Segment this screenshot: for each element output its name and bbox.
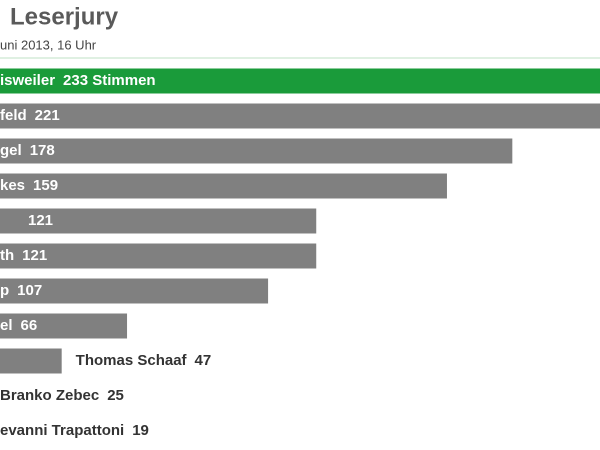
chart-subtitle: uni 2013, 16 Uhr — [0, 37, 97, 52]
bar-value-label: 121 — [22, 247, 47, 264]
bar — [0, 313, 128, 339]
bar — [0, 173, 447, 199]
bar-category-label: kes — [0, 177, 25, 194]
bar-category-label: el — [0, 317, 13, 334]
chart-title: Leserjury — [10, 3, 119, 30]
bar-value-label: 19 — [132, 422, 149, 439]
bar-category-label: Branko Zebec — [0, 387, 99, 404]
bar-category-label: evanni Trapattoni — [0, 422, 124, 439]
bar-value-label: 233 Stimmen — [63, 72, 156, 89]
bar — [0, 348, 62, 374]
bar — [0, 278, 269, 304]
bar-value-label: 178 — [30, 142, 55, 159]
bar-category-label: feld — [0, 107, 27, 124]
bar-value-label: 159 — [33, 177, 58, 194]
bar — [0, 208, 317, 234]
bar-value-label: 221 — [35, 107, 60, 124]
bar-category-label: isweiler — [0, 72, 55, 89]
bar-category-label: th — [0, 247, 14, 264]
bar-value-label: 25 — [107, 387, 124, 404]
bar-value-label: 47 — [195, 352, 212, 369]
bar-value-label: 121 — [28, 212, 53, 229]
bar — [0, 103, 600, 129]
bar-category-label: p — [0, 282, 9, 299]
bar-category-label: Thomas Schaaf — [76, 352, 188, 369]
bar-category-label: gel — [0, 142, 22, 159]
bar — [0, 68, 600, 94]
bar-value-label: 107 — [17, 282, 42, 299]
bar — [0, 138, 513, 164]
bar-value-label: 66 — [21, 317, 38, 334]
bar — [0, 243, 317, 269]
